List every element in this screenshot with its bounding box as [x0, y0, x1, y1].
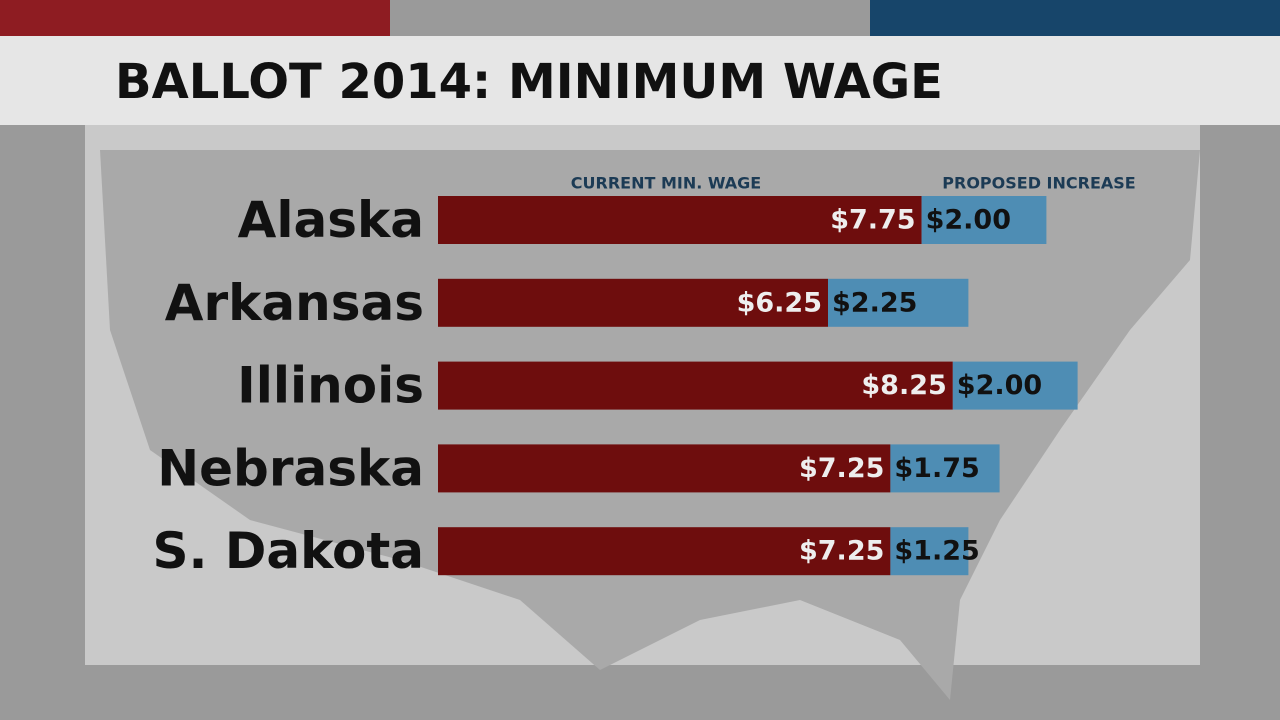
header-blue: [870, 0, 1280, 36]
value-label: $7.25: [799, 453, 884, 484]
category-label: Alaska: [238, 191, 424, 249]
bar-segment: [890, 527, 969, 576]
bar-segment: [438, 527, 891, 576]
value-label: $2.00: [957, 370, 1042, 401]
value-label: $1.25: [894, 536, 979, 567]
bar-segment: [438, 444, 891, 493]
value-label: $8.25: [861, 370, 946, 401]
value-label: $7.75: [830, 205, 915, 236]
value-label: $2.25: [832, 287, 917, 318]
header-red: [0, 0, 390, 36]
bar-segment: [438, 361, 953, 410]
bar-segment: [952, 361, 1078, 410]
category-label: Arkansas: [165, 274, 424, 332]
legend-label: CURRENT MIN. WAGE: [571, 174, 761, 193]
value-label: $2.00: [926, 205, 1011, 236]
category-label: Nebraska: [157, 439, 424, 497]
legend-label: PROPOSED INCREASE: [942, 174, 1135, 193]
value-label: $7.25: [799, 536, 884, 567]
bar-segment: [921, 196, 1047, 244]
bar-segment: [438, 278, 828, 327]
bar-segment: [828, 278, 969, 327]
category-label: S. Dakota: [152, 522, 424, 580]
category-label: Illinois: [237, 357, 424, 415]
title-bar: [0, 36, 1280, 125]
bar-segment: [890, 444, 1000, 493]
chart-title: BALLOT 2014: MINIMUM WAGE: [115, 54, 943, 110]
bar-segment: [438, 196, 922, 244]
value-label: $1.75: [894, 453, 979, 484]
value-label: $6.25: [737, 287, 822, 318]
